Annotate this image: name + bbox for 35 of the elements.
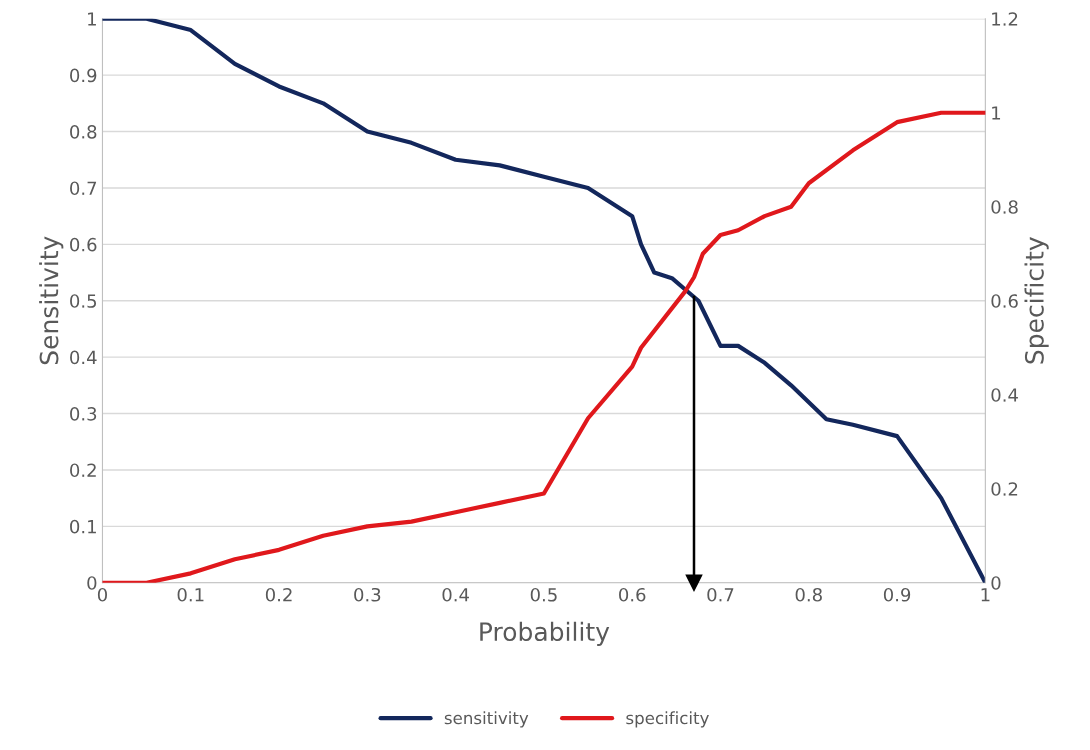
y-tick-label: 1 [88,12,96,26]
x-tick-label: 0.3 [354,587,381,602]
y2-axis-title: Specificity [1024,237,1049,364]
y2-tick-label: 0.2 [991,482,1018,496]
x-tick-label: 1 [981,588,990,602]
y-tick-label: 0 [87,576,97,590]
y2-tick-label: 0.8 [991,200,1018,214]
y-tick-label: 0.4 [70,350,97,365]
y-tick-label: 0.2 [70,463,96,478]
y-tick-label: 0.1 [70,519,96,534]
y2-tick-label: 1.2 [992,12,1018,26]
x-tick-label: 0.4 [442,587,469,602]
y2-tick-label: 0.4 [991,388,1018,402]
y-tick-label: 0.9 [70,68,97,83]
y-tick-label: 0.8 [70,125,97,139]
y2-tick-label: 1 [992,106,1001,120]
y-tick-label: 0.5 [70,294,97,308]
x-tick-label: 0.5 [530,587,557,602]
x-tick-label: 0 [97,587,107,602]
y2-tick-label: 0.6 [991,294,1018,308]
y-tick-label: 0.7 [70,181,97,196]
y2-tick-label: 0 [991,576,1001,590]
x-tick-label: 0.7 [707,587,734,602]
x-tick-label: 0.9 [883,587,911,602]
x-axis-title: Probability [480,621,610,646]
y-tick-label: 0.3 [70,407,97,421]
y-axis-title: Sensitivity [39,236,64,365]
line-series [102,18,986,583]
x-tick-label: 0.6 [619,587,646,602]
x-tick-label: 0.8 [795,587,822,602]
x-tick-label: 0.1 [177,587,204,602]
y-tick-label: 0.6 [70,237,97,252]
x-tick-label: 0.2 [265,587,292,602]
legend-label: sensitivity [444,711,529,728]
legend-label: specificity [626,711,709,728]
